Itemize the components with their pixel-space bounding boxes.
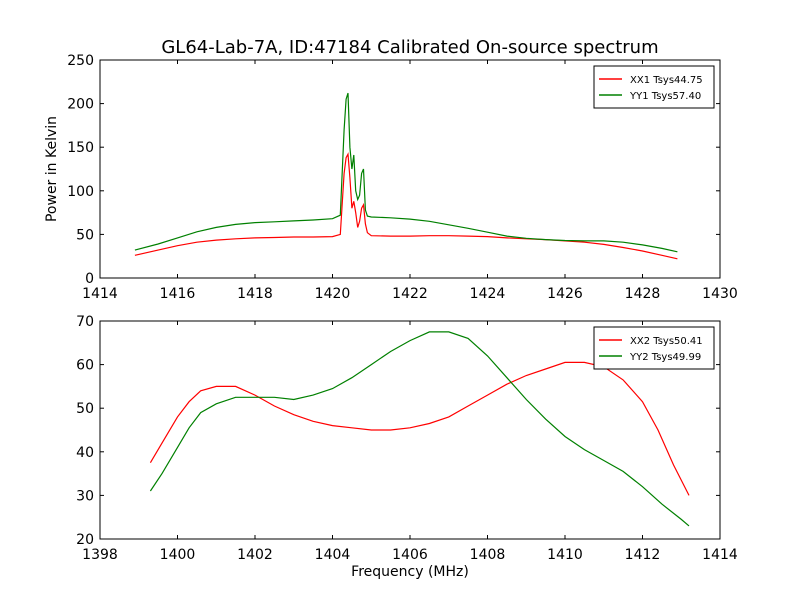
x-tick-label: 1400	[160, 547, 196, 563]
x-tick-label: 1428	[625, 286, 661, 302]
x-tick-label: 1408	[470, 547, 506, 563]
x-axis-label: Frequency (MHz)	[351, 564, 469, 580]
legend-box	[593, 65, 715, 109]
legend-label: YY2 Tsys49.99	[629, 352, 701, 363]
y-tick-label: 50	[76, 227, 94, 243]
x-tick-label: 1426	[547, 286, 583, 302]
x-tick-label: 1402	[237, 547, 273, 563]
x-tick-label: 1414	[82, 286, 118, 302]
legend: XX2 Tsys50.41 YY2 Tsys49.99	[593, 326, 715, 370]
y-axis-label: Power in Kelvin	[44, 116, 60, 222]
legend-box	[593, 326, 715, 370]
x-tick-label: 1404	[315, 547, 351, 563]
x-tick-label: 1422	[392, 286, 428, 302]
y-tick-label: 150	[67, 140, 94, 156]
x-tick-label: 1416	[160, 286, 196, 302]
figure-title: GL64-Lab-7A, ID:47184 Calibrated On-sour…	[161, 37, 658, 58]
y-tick-label: 50	[76, 401, 94, 417]
legend-label: XX1 Tsys44.75	[630, 75, 703, 86]
y-tick-label: 20	[76, 532, 94, 548]
x-tick-label: 1412	[625, 547, 661, 563]
x-tick-label: 1414	[702, 547, 738, 563]
legend-label: YY1 Tsys57.40	[629, 91, 701, 102]
top-plot-panel: 1414 1416 1418 1420 1422 1424 1426 1428 1430 0 50 1…	[44, 53, 738, 302]
series-line-2-1	[149, 361, 690, 496]
x-tick-label: 1410	[547, 547, 583, 563]
x-tick-label: 1420	[315, 286, 351, 302]
x-tick-label: 1406	[392, 547, 428, 563]
y-tick-label: 70	[76, 314, 94, 330]
x-tick-label: 1424	[470, 286, 506, 302]
y-tick-label: 100	[67, 184, 94, 200]
series-line-1-2	[134, 92, 678, 253]
x-tick-label: 1430	[702, 286, 738, 302]
series-line-2-2	[149, 331, 690, 527]
y-tick-label: 60	[76, 358, 94, 374]
bottom-plot-panel: 1398 1400 1402 1404 1406 1408 1410 1412 1414 20 30…	[76, 314, 738, 563]
y-tick-label: 250	[67, 53, 94, 69]
y-tick-label: 200	[67, 97, 94, 113]
legend: XX1 Tsys44.75 YY1 Tsys57.40	[593, 65, 715, 109]
legend-label: XX2 Tsys50.41	[630, 336, 703, 347]
y-tick-label: 30	[76, 488, 94, 504]
x-tick-label: 1398	[82, 547, 118, 563]
y-tick-label: 0	[85, 271, 94, 287]
x-tick-label: 1418	[237, 286, 273, 302]
series-line-1-1	[134, 152, 678, 260]
y-tick-label: 40	[76, 445, 94, 461]
